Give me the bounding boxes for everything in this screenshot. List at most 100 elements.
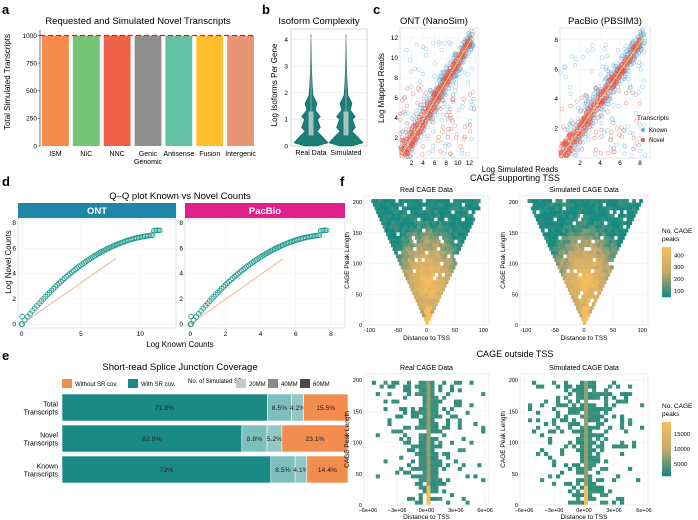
chart-f-top-cell — [612, 239, 616, 244]
chart-c-point-known — [418, 83, 423, 88]
chart-f-top-cell — [418, 206, 423, 211]
chart-f-top-cell — [609, 224, 613, 229]
chart-f-top-cell — [569, 261, 574, 266]
chart-f-top-cell — [425, 320, 429, 325]
chart-f-bottom-cell — [544, 451, 549, 456]
chart-f-top-facet-title: Simulated CAGE Data — [549, 187, 619, 194]
chart-f-bottom-cell — [430, 466, 435, 471]
chart-e-bar-overlay — [267, 425, 282, 452]
chart-f-top-cell — [450, 232, 455, 237]
chart-f-top-cell — [586, 291, 591, 296]
chart-f-bottom-cell — [580, 459, 585, 464]
chart-f-bottom-cell — [552, 459, 557, 464]
chart-a-xtick-label: Genic — [139, 151, 158, 158]
chart-f-top-cell — [447, 202, 452, 207]
chart-f-bottom-cell — [430, 444, 435, 449]
chart-f-top-cell — [428, 305, 433, 310]
chart-f-top-cell — [374, 199, 379, 203]
chart-f-bottom-cell — [422, 410, 427, 415]
chart-f-top-cell — [392, 246, 397, 251]
chart-f-top-cell — [452, 243, 456, 248]
chart-f-top-cell — [399, 224, 404, 229]
chart-f-top-cell — [586, 228, 590, 233]
chart-f-top-cell — [586, 199, 591, 203]
chart-f-top-cell — [422, 291, 427, 296]
chart-f-bottom-cell — [426, 403, 431, 408]
chart-f-top-cell — [608, 254, 613, 259]
chart-f-top-cell — [416, 232, 421, 237]
chart-f-bottom-cell — [588, 496, 593, 501]
chart-f-top-cell — [600, 228, 604, 233]
chart-c-point-known — [418, 139, 423, 144]
chart-f-bottom-cell — [588, 448, 593, 453]
chart-d-point — [231, 273, 238, 280]
chart-f-bottom-cell — [548, 474, 553, 479]
chart-f-top-cell — [575, 265, 579, 270]
chart-f-bottom-ytick-label: 50 — [512, 472, 518, 478]
chart-f-top-cell — [438, 258, 443, 262]
chart-f-top-cell — [453, 246, 458, 251]
chart-c-point-known — [622, 51, 627, 56]
chart-c-point-known — [601, 107, 606, 113]
chart-f-bottom-cell — [600, 407, 605, 412]
chart-f-bottom-legend-bar — [662, 439, 671, 442]
chart-f-bottom-cell — [473, 422, 478, 426]
chart-a-xtick-label: NIC — [80, 151, 92, 158]
chart-f-bottom-cell — [600, 422, 605, 426]
chart-f-top-cell — [596, 250, 601, 255]
chart-f-top-cell — [381, 213, 385, 218]
chart-f-top-cell — [391, 213, 396, 218]
chart-f-bottom-cell — [426, 451, 431, 456]
chart-c-point-novel — [583, 125, 588, 130]
chart-f-top-cell — [413, 294, 418, 299]
chart-f-top-cell — [581, 272, 586, 277]
chart-f-top-cell — [628, 221, 632, 226]
chart-f-top-legend-bar — [662, 251, 671, 254]
chart-f-top-cell — [603, 265, 607, 270]
chart-f-top-cell — [401, 228, 406, 233]
chart-c-point-novel — [436, 138, 441, 144]
chart-c-point-known — [432, 74, 437, 79]
chart-c-point-novel — [595, 95, 600, 101]
chart-c-point-known — [431, 129, 436, 134]
chart-f-top-cell — [428, 250, 432, 255]
chart-b-boxplot — [308, 111, 314, 136]
chart-f-top-cell — [566, 261, 571, 266]
chart-f-top-cell — [408, 283, 413, 288]
chart-f-top-cell — [551, 235, 555, 240]
chart-c-point-novel — [600, 98, 605, 103]
chart-f-top-cell — [410, 280, 415, 285]
chart-f-top-cell — [440, 246, 444, 251]
chart-f-top-cell — [433, 224, 438, 229]
chart-f-top-cell — [626, 217, 631, 222]
chart-f-top-cell — [424, 280, 428, 285]
chart-f-top-legend-bar — [662, 275, 671, 278]
chart-c-point-novel — [609, 75, 614, 81]
chart-b-ytick-label: 2 — [284, 90, 288, 97]
chart-f-top-cell — [396, 210, 401, 215]
chart-f-top-cell — [574, 224, 578, 229]
chart-f-top-cell — [466, 199, 471, 203]
chart-f-top-cell — [424, 272, 429, 277]
chart-f-top-cell — [414, 235, 419, 240]
chart-f-top-cell — [589, 228, 594, 233]
chart-c-point-novel — [627, 60, 632, 65]
chart-c-ytick-label: 6 — [554, 67, 558, 74]
chart-f-bottom-cell — [426, 481, 431, 486]
chart-d-facet-ont-strip — [18, 203, 176, 218]
chart-f-top-cell — [417, 202, 421, 207]
chart-f-bottom-cell — [422, 418, 427, 423]
chart-f-top-cell — [393, 217, 397, 222]
chart-f-bottom-cell — [588, 392, 593, 397]
chart-f-top-cell — [554, 221, 559, 226]
chart-f-bottom-ytick-label: 50 — [356, 472, 362, 478]
chart-f-top-cell — [476, 199, 481, 203]
chart-f-top-cell — [577, 232, 582, 237]
chart-f-bottom-cell — [446, 422, 451, 426]
chart-c-point-novel — [604, 95, 609, 100]
chart-f-top-cell — [565, 228, 570, 233]
chart-c-point-novel — [426, 101, 431, 106]
chart-c-point-novel — [635, 43, 640, 48]
chart-f-top-cell — [433, 246, 438, 251]
chart-f-top-cell — [576, 283, 581, 288]
